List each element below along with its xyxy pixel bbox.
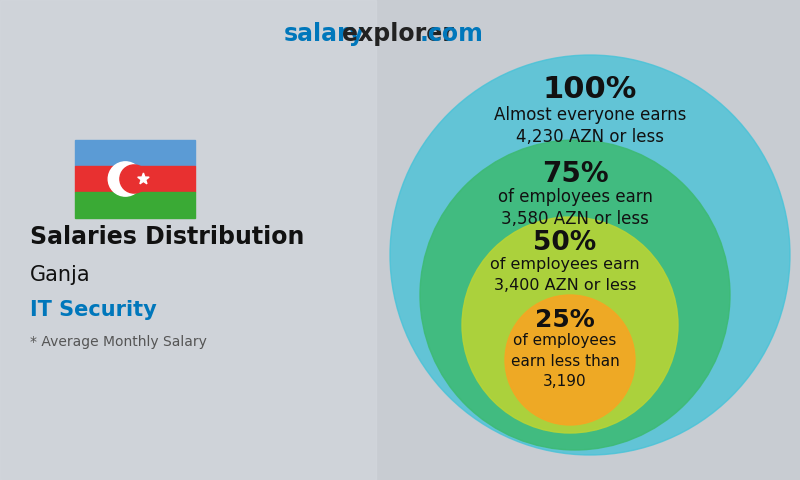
Text: .com: .com [420, 22, 484, 46]
Text: 75%: 75% [542, 160, 608, 188]
Circle shape [505, 295, 635, 425]
Text: of employees earn: of employees earn [498, 188, 653, 206]
Text: earn less than: earn less than [510, 354, 619, 369]
Circle shape [108, 162, 142, 196]
Circle shape [462, 217, 678, 433]
Text: 3,400 AZN or less: 3,400 AZN or less [494, 278, 636, 293]
Text: explorer: explorer [342, 22, 454, 46]
Bar [75, 166, 195, 192]
Text: IT Security: IT Security [30, 300, 157, 320]
Text: Salaries Distribution: Salaries Distribution [30, 225, 304, 249]
Text: 3,190: 3,190 [543, 374, 587, 389]
Bar [75, 140, 195, 166]
Circle shape [420, 140, 730, 450]
Text: 50%: 50% [534, 230, 597, 256]
Text: Almost everyone earns: Almost everyone earns [494, 106, 686, 124]
Text: Ganja: Ganja [30, 265, 90, 285]
Circle shape [120, 165, 148, 193]
Text: of employees: of employees [514, 333, 617, 348]
Circle shape [390, 55, 790, 455]
Text: 4,230 AZN or less: 4,230 AZN or less [516, 128, 664, 146]
Text: of employees earn: of employees earn [490, 257, 640, 272]
Text: 100%: 100% [543, 75, 637, 104]
Text: * Average Monthly Salary: * Average Monthly Salary [30, 335, 207, 349]
Text: 25%: 25% [535, 308, 595, 332]
Polygon shape [138, 173, 149, 184]
Bar [75, 192, 195, 218]
Bar [0, 0, 376, 480]
Text: salary: salary [284, 22, 365, 46]
Text: 3,580 AZN or less: 3,580 AZN or less [501, 210, 649, 228]
